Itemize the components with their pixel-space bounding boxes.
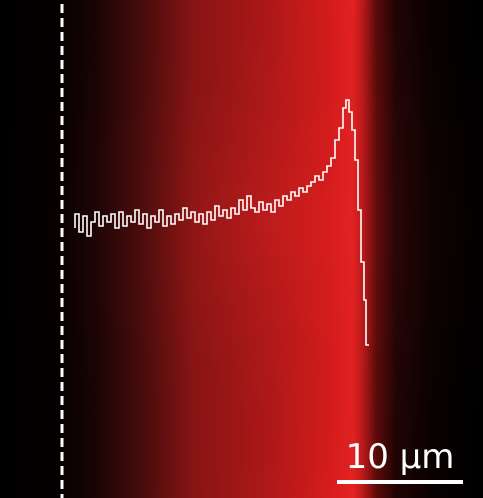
intensity-profile [74,99,369,346]
scale-bar-label: 10 µm [346,437,455,477]
